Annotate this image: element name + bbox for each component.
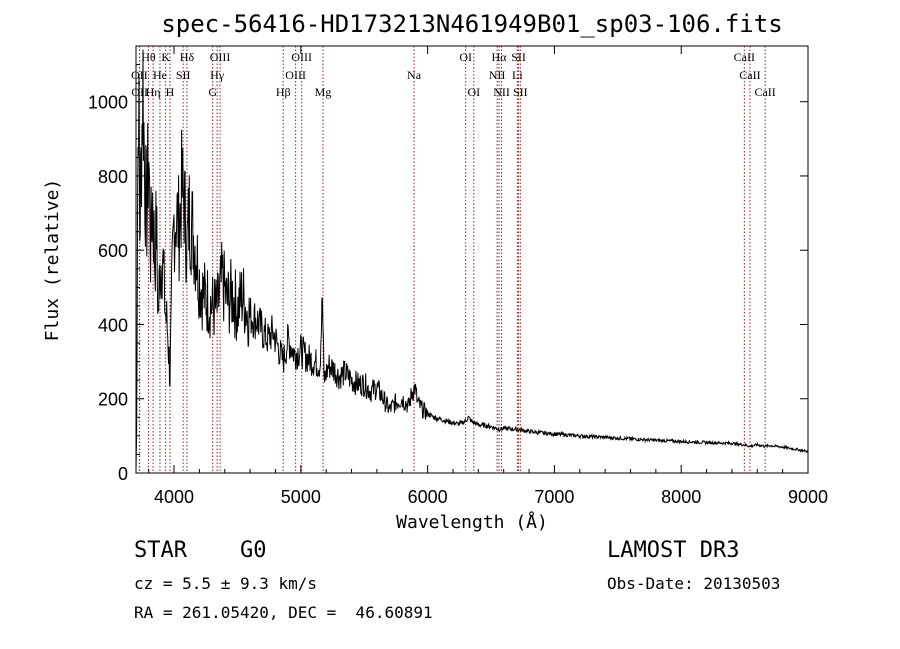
x-tick-label: 8000 — [661, 487, 701, 507]
line-label: OI — [459, 50, 472, 64]
y-tick-label: 1000 — [88, 93, 128, 113]
line-label: CaII — [739, 68, 760, 82]
y-tick-label: 800 — [98, 167, 128, 187]
y-tick-label: 400 — [98, 315, 128, 335]
spectrum-series — [135, 49, 809, 474]
line-label: Hη — [146, 85, 161, 99]
line-label: CaII — [754, 85, 775, 99]
line-label: Hα — [492, 50, 508, 64]
coordinates-text: RA = 261.05420, DEC = 46.60891 — [134, 603, 433, 622]
line-label: CaII — [734, 50, 755, 64]
line-label: G — [208, 85, 217, 99]
y-tick-label: 200 — [98, 390, 128, 410]
line-label: SII — [176, 68, 191, 82]
line-label: OIII — [285, 68, 306, 82]
line-label: Hγ — [210, 68, 225, 82]
chart-title: spec-56416-HD173213N461949B01_sp03-106.f… — [161, 10, 782, 38]
survey-name: LAMOST DR3 — [607, 538, 740, 563]
line-label: H — [166, 85, 175, 99]
line-label: He — [153, 68, 167, 82]
object-subclass: G0 — [240, 538, 267, 563]
y-tick-label: 0 — [118, 464, 128, 484]
x-tick-label: 7000 — [534, 487, 574, 507]
line-label: NII — [489, 68, 506, 82]
x-tick-label: 6000 — [408, 487, 448, 507]
line-label: SII — [513, 85, 528, 99]
line-label: Hβ — [276, 85, 291, 99]
x-tick-label: 4000 — [154, 487, 194, 507]
line-label: Hδ — [180, 50, 195, 64]
line-label: Mg — [315, 85, 332, 99]
line-label: NII — [493, 85, 510, 99]
plot-frame — [135, 45, 809, 474]
line-label: Li — [512, 68, 523, 82]
spectral-line-markers — [138, 46, 766, 473]
x-tick-label: 5000 — [281, 487, 321, 507]
line-label: Na — [407, 68, 422, 82]
line-label: K — [161, 50, 170, 64]
line-label: OIII — [210, 50, 231, 64]
x-axis-ticks: 4000 5000 6000 7000 8000 9000 — [148, 46, 828, 507]
x-tick-label: 9000 — [788, 487, 828, 507]
obs-date-text: Obs-Date: 20130503 — [607, 574, 781, 593]
line-label: OI — [467, 85, 480, 99]
line-label: SII — [511, 50, 526, 64]
object-class: STAR — [134, 538, 187, 563]
line-label: Hθ — [141, 50, 156, 64]
line-label: OIII — [291, 50, 312, 64]
y-axis-label: Flux (relative) — [42, 179, 63, 342]
y-axis-ticks: 0 200 400 600 800 1000 — [88, 64, 808, 484]
redshift-text: cz = 5.5 ± 9.3 km/s — [134, 574, 318, 593]
y-tick-label: 600 — [98, 241, 128, 261]
x-axis-label: Wavelength (Å) — [396, 511, 548, 533]
